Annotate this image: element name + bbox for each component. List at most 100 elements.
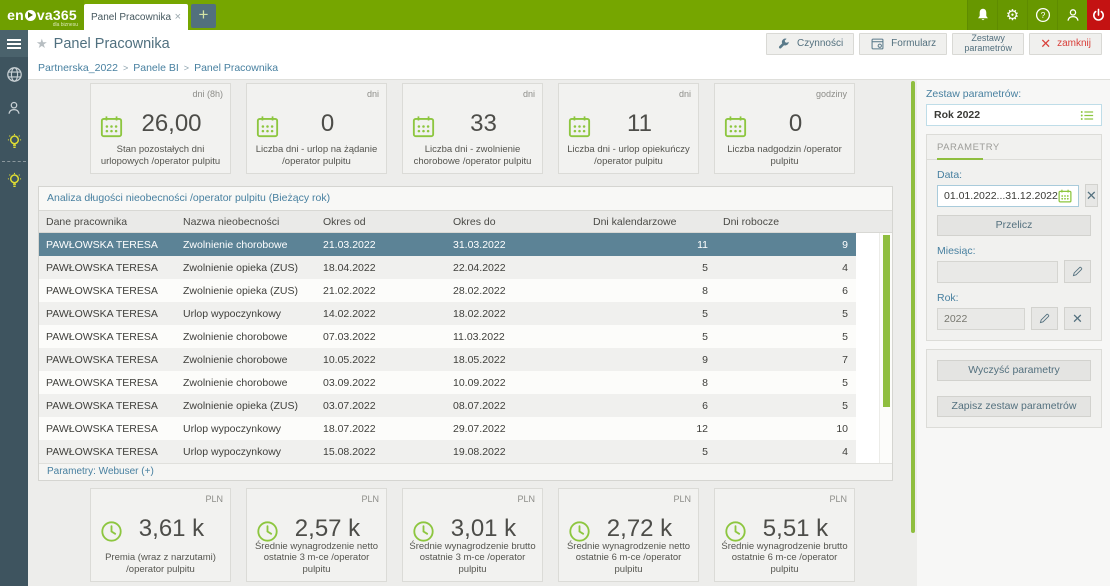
column-header[interactable]: Okres od [316,216,446,228]
tab-label: Panel Pracownika [91,12,171,23]
przelicz-button[interactable]: Przelicz [937,215,1091,236]
miesiac-input[interactable] [937,261,1058,283]
zapisz-zestaw-button[interactable]: Zapisz zestaw parametrów [937,396,1091,417]
kpi-label: Średnie wynagrodzenie brutto ostatnie 6 … [718,541,851,575]
bulb-icon [6,172,23,190]
toolbar-actions: Czynności Formularz Zestawy parametrów ✕… [766,33,1102,55]
logout-button[interactable] [1087,0,1110,30]
sidebar-item-employee[interactable] [0,91,28,125]
kpi-card[interactable]: dni 33 Liczba dni - zwolnienie chorobowe… [402,83,543,174]
kpi-value: 26,00 [117,110,226,138]
kpi-label: Średnie wynagrodzenie netto ostatnie 6 m… [562,541,695,575]
notifications-button[interactable] [967,0,997,30]
table-row[interactable]: PAWŁOWSKA TERESA Urlop wypoczynkowy 15.0… [39,440,856,463]
kpi-card[interactable]: dni 11 Liczba dni - urlop opiekuńczy /op… [558,83,699,174]
kpi-card[interactable]: PLN 5,51 k Średnie wynagrodzenie brutto … [714,488,855,582]
kpi-value: 3,01 k [429,515,538,543]
column-header[interactable]: Dane pracownika [39,216,176,228]
table-row[interactable]: PAWŁOWSKA TERESA Zwolnienie chorobowe 03… [39,371,856,394]
enova-logo: enva365 dla biznesu [0,0,84,30]
favorite-star-icon[interactable]: ★ [36,36,48,52]
breadcrumb-item[interactable]: Panel Pracownika [194,62,278,74]
breadcrumb-item[interactable]: Panele BI [133,62,179,74]
kpi-card[interactable]: dni 0 Liczba dni - urlop na żądanie /ope… [246,83,387,174]
account-button[interactable] [1057,0,1087,30]
main-menu-button[interactable] [0,30,28,57]
table-row[interactable]: PAWŁOWSKA TERESA Urlop wypoczynkowy 14.0… [39,302,856,325]
kpi-unit: godziny [816,89,847,99]
kpi-unit: PLN [829,494,847,504]
play-icon [25,10,36,21]
rok-input[interactable]: 2022 [937,308,1025,330]
new-tab-button[interactable]: + [191,4,216,28]
kpi-label: Stan pozostałych dni urlopowych /operato… [94,144,227,167]
column-header[interactable]: Dni kalendarzowe [586,216,716,228]
table-row[interactable]: PAWŁOWSKA TERESA Zwolnienie chorobowe 07… [39,325,856,348]
kpi-value: 33 [429,110,538,138]
panel-separator[interactable] [911,81,915,533]
edit-miesiac-button[interactable] [1064,260,1091,283]
kpi-card[interactable]: PLN 2,57 k Średnie wynagrodzenie netto o… [246,488,387,582]
rok-label: Rok: [937,292,1091,304]
column-header[interactable]: Okres do [446,216,586,228]
clear-x-icon: ✕ [1086,189,1097,202]
kpi-unit: dni [367,89,379,99]
table-row[interactable]: PAWŁOWSKA TERESA Zwolnienie chorobowe 10… [39,348,856,371]
clear-rok-button[interactable]: ✕ [1064,307,1091,330]
calendar-icon[interactable] [1058,189,1072,203]
kpi-card[interactable]: PLN 3,01 k Średnie wynagrodzenie brutto … [402,488,543,582]
edit-rok-button[interactable] [1031,307,1058,330]
zestawy-parametrow-button[interactable]: Zestawy parametrów [952,33,1024,55]
table-header: Dane pracownika Nazwa nieobecności Okres… [39,210,892,233]
clear-x-icon: ✕ [1072,312,1083,325]
sidebar-item-panel-1[interactable] [0,125,28,159]
pencil-icon [1071,265,1084,278]
table-row[interactable]: PAWŁOWSKA TERESA Zwolnienie opieka (ZUS)… [39,256,856,279]
list-icon [1080,109,1094,122]
sidebar-divider [2,161,26,162]
kpi-card[interactable]: godziny 0 Liczba nadgodzin /operator pul… [714,83,855,174]
parameter-set-select[interactable]: Rok 2022 [926,104,1102,126]
kpi-unit: PLN [673,494,691,504]
logo-text-right: va365 [37,7,77,23]
sidebar-item-panel-2[interactable] [0,164,28,198]
clear-data-button[interactable]: ✕ [1085,184,1098,207]
table-row[interactable]: PAWŁOWSKA TERESA Zwolnienie opieka (ZUS)… [39,279,856,302]
close-x-icon: ✕ [1040,36,1051,52]
tab-panel-pracownika[interactable]: Panel Pracownika × [84,4,188,30]
kpi-label: Premia (wraz z narzutami) /operator pulp… [94,552,227,575]
wyczysc-parametry-button[interactable]: Wyczyść parametry [937,360,1091,381]
wrench-icon [777,37,791,51]
table-footer-parameters[interactable]: Parametry: Webuser (+) [39,463,892,480]
table-scrollbar[interactable] [879,233,892,463]
kpi-card[interactable]: dni (8h) 26,00 Stan pozostałych dni urlo… [90,83,231,174]
scrollbar-thumb[interactable] [883,235,890,407]
breadcrumb-item[interactable]: Partnerska_2022 [38,62,118,74]
sidebar-item-web[interactable] [0,57,28,91]
tab-close-icon[interactable]: × [175,11,181,23]
breadcrumb-separator: > [184,63,189,73]
settings-button[interactable]: ⚙ [997,0,1027,30]
help-button[interactable]: ? [1027,0,1057,30]
column-header[interactable]: Nazwa nieobecności [176,216,316,228]
kpi-card[interactable]: PLN 2,72 k Średnie wynagrodzenie netto o… [558,488,699,582]
column-header[interactable]: Dni robocze [716,216,856,228]
czynnosci-button[interactable]: Czynności [766,33,854,55]
formularz-button[interactable]: Formularz [859,33,947,55]
table-row[interactable]: PAWŁOWSKA TERESA Zwolnienie chorobowe 21… [39,233,856,256]
table-row[interactable]: PAWŁOWSKA TERESA Zwolnienie opieka (ZUS)… [39,394,856,417]
menu-icon [7,37,21,51]
kpi-label: Liczba dni - zwolnienie chorobowe /opera… [406,144,539,167]
kpi-value: 11 [585,110,694,138]
kpi-unit: PLN [361,494,379,504]
data-range-input[interactable]: 01.01.2022...31.12.2022 [937,185,1079,207]
parametry-section: PARAMETRY Data: 01.01.2022...31.12.2022 … [926,134,1102,341]
breadcrumb-separator: > [123,63,128,73]
kpi-cards-bottom: PLN 3,61 k Premia (wraz z narzutami) /op… [90,488,855,582]
help-icon: ? [1035,7,1051,23]
globe-icon [6,66,23,83]
zamknij-button[interactable]: ✕ zamknij [1029,33,1102,55]
table-row[interactable]: PAWŁOWSKA TERESA Urlop wypoczynkowy 18.0… [39,417,856,440]
user-icon [6,100,22,116]
kpi-card[interactable]: PLN 3,61 k Premia (wraz z narzutami) /op… [90,488,231,582]
